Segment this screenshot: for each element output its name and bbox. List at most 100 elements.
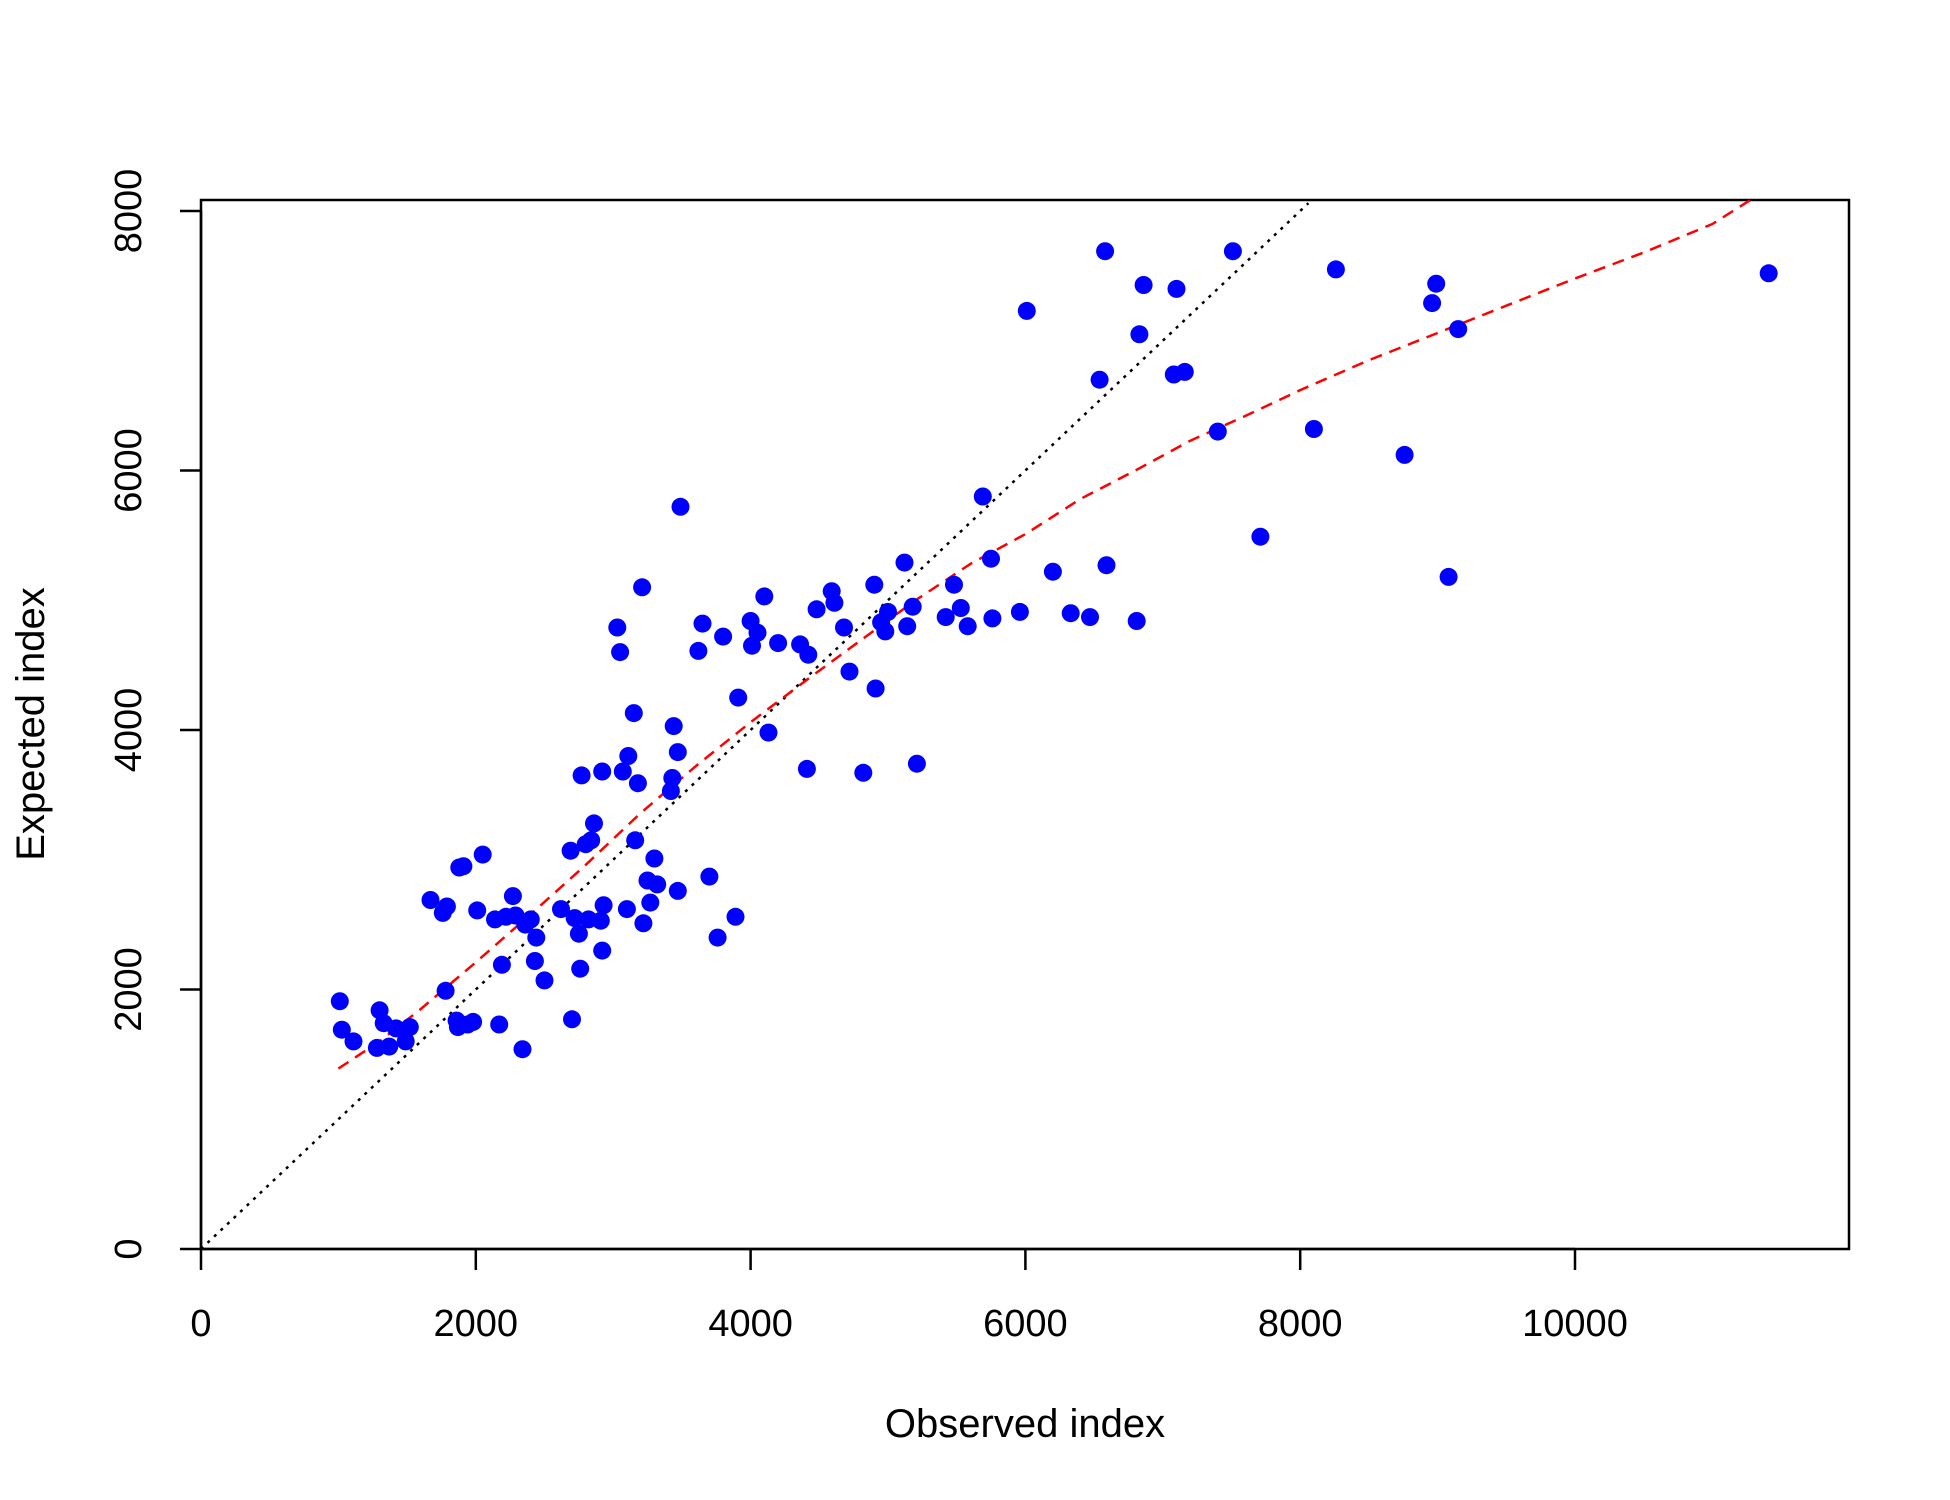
x-tick-label: 0 (190, 1303, 211, 1345)
data-point (626, 831, 645, 850)
y-axis-title: Expected index (9, 587, 53, 861)
data-point (700, 867, 719, 886)
data-point (693, 614, 712, 633)
data-point (490, 1015, 509, 1034)
data-point (628, 774, 647, 793)
data-point (1097, 556, 1116, 575)
data-point (594, 896, 613, 915)
data-point (1127, 612, 1146, 630)
data-point (668, 743, 687, 762)
data-point (1134, 276, 1153, 294)
data-point (572, 766, 591, 785)
data-point (797, 759, 816, 778)
x-tick-label: 8000 (1258, 1303, 1343, 1345)
data-point (561, 841, 580, 860)
data-point (464, 1012, 483, 1031)
data-point (535, 971, 554, 990)
data-point (983, 609, 1002, 628)
reference-lines (200, 196, 1755, 1250)
data-point (503, 887, 522, 906)
data-point (473, 845, 492, 864)
data-point (708, 928, 727, 947)
data-point (1167, 279, 1186, 298)
data-point (755, 587, 774, 606)
data-point (593, 941, 612, 960)
y-tick-label: 0 (108, 1238, 150, 1259)
y-axis: 0 2000 4000 6000 8000 (108, 169, 203, 1260)
data-point (1326, 260, 1345, 279)
data-point (907, 754, 926, 773)
data-point (468, 901, 487, 920)
data-point (898, 617, 917, 636)
data-point (593, 762, 612, 781)
data-point (1130, 325, 1149, 344)
data-point (332, 1020, 351, 1039)
data-point (1223, 242, 1242, 261)
plot-frame (199, 198, 1851, 1251)
data-point (689, 641, 708, 660)
data-point (1081, 608, 1099, 627)
data-point (608, 618, 627, 637)
data-point (840, 662, 859, 681)
data-point (521, 910, 540, 929)
data-point (958, 617, 977, 636)
data-point (748, 623, 767, 642)
data-point (387, 1019, 406, 1038)
data-point (437, 897, 456, 916)
x-tick-label: 6000 (983, 1303, 1068, 1345)
data-point (1449, 320, 1468, 339)
data-point (400, 1018, 419, 1037)
data-point (633, 578, 652, 597)
data-points (330, 242, 1778, 1059)
data-point (1208, 422, 1227, 441)
data-point (668, 881, 687, 900)
data-point (982, 549, 1000, 568)
data-point (854, 763, 873, 782)
data-point (617, 900, 636, 919)
y-tick-label: 4000 (108, 688, 150, 773)
data-point (1423, 294, 1442, 313)
data-point (945, 575, 963, 594)
data-point (563, 1010, 581, 1029)
data-point (663, 769, 682, 787)
data-point (513, 1040, 532, 1059)
data-point (1304, 420, 1323, 438)
data-point (344, 1032, 363, 1051)
data-point (973, 487, 992, 506)
data-point (634, 914, 653, 933)
y-tick-label: 8000 (108, 169, 150, 254)
y-tick-label: 6000 (108, 428, 150, 513)
data-point (1096, 242, 1115, 261)
data-point (582, 831, 601, 850)
data-point (936, 608, 955, 627)
data-point (661, 782, 680, 800)
y-tick-label: 2000 (108, 947, 150, 1032)
data-point (611, 643, 630, 662)
data-point (1043, 562, 1062, 581)
data-point (1395, 445, 1414, 464)
data-point (1017, 301, 1036, 320)
data-point (664, 717, 683, 736)
data-point (895, 553, 914, 572)
data-point (769, 634, 788, 653)
data-point (624, 704, 643, 723)
data-point (799, 645, 818, 664)
data-point (671, 497, 690, 516)
data-point (552, 900, 570, 919)
smooth-trend-line (337, 196, 1755, 1070)
data-point (396, 1032, 415, 1051)
data-point (1010, 602, 1029, 621)
x-tick-label: 10000 (1522, 1303, 1628, 1345)
data-point (876, 622, 895, 641)
data-point (591, 911, 610, 930)
x-axis: 0 2000 4000 6000 8000 10000 (190, 1247, 1628, 1345)
data-point (645, 849, 664, 868)
data-point (1427, 274, 1446, 293)
data-point (380, 1037, 399, 1056)
data-point (729, 688, 748, 707)
data-point (648, 875, 667, 894)
x-tick-label: 4000 (708, 1303, 793, 1345)
data-point (865, 575, 884, 594)
data-point (714, 627, 733, 646)
